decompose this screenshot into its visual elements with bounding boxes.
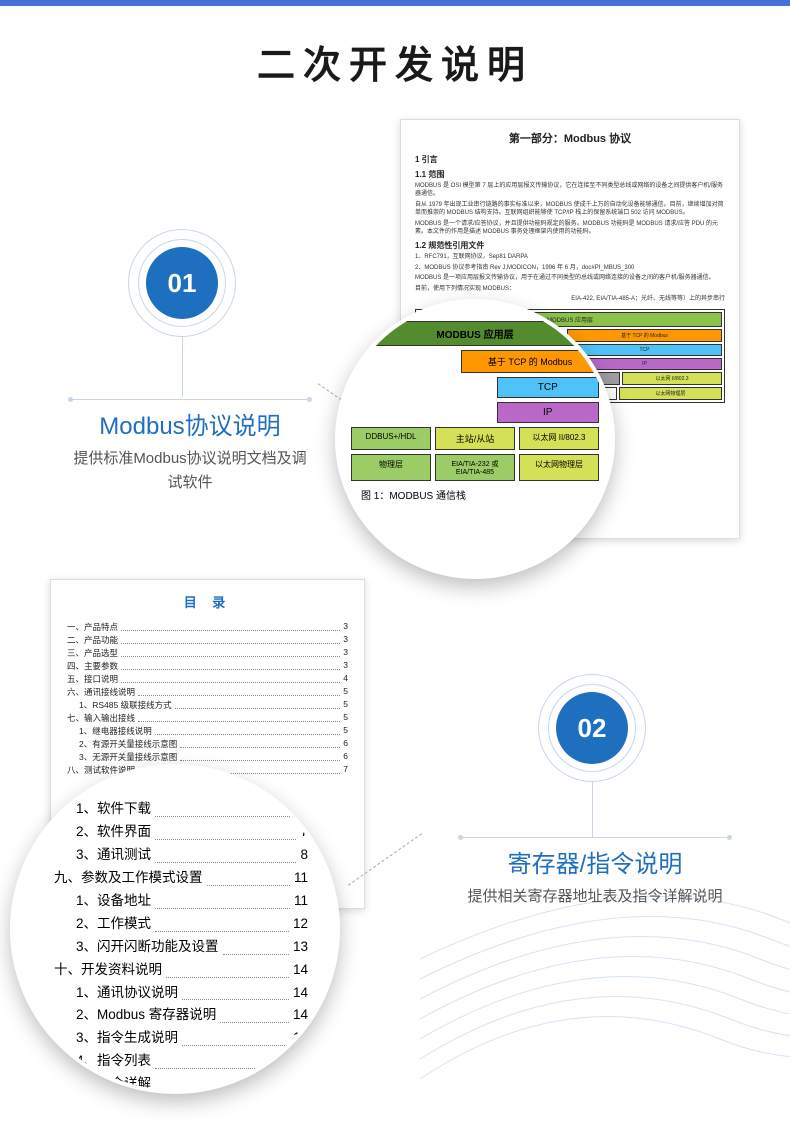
- toc-line: 3、无源开关量接线示意图6: [67, 751, 348, 763]
- doc1-p3: MODBUS 是一个请求/应答协议，并且提供功能码规定的服务。MODBUS 功能…: [415, 220, 725, 237]
- doc1-p2: 自从 1979 年出现工业串行链路的事实标准以来，MODBUS 使成千上万的自动…: [415, 201, 725, 218]
- toc-line-zoom: 十、开发资料说明14: [54, 959, 308, 982]
- magnifier-1: MODBUS 应用层 基于 TCP 的 Modbus TCP IP DDBUS+…: [335, 299, 615, 579]
- toc-line: 1、RS485 级联接线方式5: [67, 699, 348, 711]
- doc1-p1: MODBUS 是 OSI 模型第 7 层上的应用层报文传输协议，它在连接至不同类…: [415, 182, 725, 199]
- doc1-title: 第一部分：Modbus 协议: [415, 130, 725, 146]
- badge-02: 02: [556, 692, 628, 764]
- doc1-ref2: 2．MODBUS 协议参考指南 Rev J,MODICON，1996 年 6 月…: [415, 264, 725, 272]
- decorative-contours: [420, 779, 790, 1119]
- doc1-ref3: MODBUS 是一项应用层报文传输协议，用于在通过不同类型的总线或网络连接的设备…: [415, 274, 725, 282]
- toc-line: 二、产品功能3: [67, 634, 348, 646]
- toc-line: 一、产品特点3: [67, 621, 348, 633]
- section-01: 01 Modbus协议说明 提供标准Modbus协议说明文档及调试软件 第一部分…: [0, 119, 790, 559]
- toc-line: 四、主要参数3: [67, 660, 348, 672]
- doc2-title: 目 录: [67, 592, 348, 611]
- toc-line-zoom: 2、软件界面7: [54, 821, 308, 844]
- section1-title: Modbus协议说明: [70, 399, 310, 441]
- page-title: 二次开发说明: [0, 34, 790, 89]
- m1-hdl: DDBUS+/HDL: [351, 427, 431, 450]
- toc-line-zoom: 2、工作模式12: [54, 913, 308, 936]
- doc1-ref4: 目前，使用下列情况实现 MODBUS：: [415, 285, 725, 293]
- section1-subtitle: 提供标准Modbus协议说明文档及调试软件: [70, 447, 310, 495]
- toc-line-zoom: 1、软件下载7: [54, 798, 308, 821]
- section1-label: Modbus协议说明 提供标准Modbus协议说明文档及调试软件: [70, 399, 310, 495]
- m1-tcpm: 基于 TCP 的 Modbus: [461, 350, 599, 373]
- toc-line-zoom: 5、指令详解17: [54, 1073, 308, 1094]
- m1-eth: 以太网 II/802.3: [519, 427, 599, 450]
- section-02: 目 录 一、产品特点3二、产品功能3三、产品选型3四、主要参数3五、接口说明4六…: [0, 579, 790, 1039]
- toc-line-zoom: 4、指令列表16: [54, 1050, 308, 1073]
- toc-line: 三、产品选型3: [67, 647, 348, 659]
- toc-line: 五、接口说明4: [67, 673, 348, 685]
- m1-master: 主站/从站: [435, 427, 515, 450]
- layer-tcp-s: TCP: [567, 344, 722, 356]
- toc-line-zoom: 1、设备地址11: [54, 890, 308, 913]
- m1-phy: 物理层: [351, 454, 431, 481]
- badge-01: 01: [146, 247, 218, 319]
- doc1-ref1: 1．RFC791，互联网协议，Sep81 DARPA: [415, 253, 725, 261]
- toc-line-zoom: 3、指令生成说明15: [54, 1027, 308, 1050]
- toc-line: 2、有源开关量接线示意图6: [67, 738, 348, 750]
- doc1-h11: 1.1 范围: [415, 169, 725, 180]
- toc-line: 1、继电器接线说明5: [67, 725, 348, 737]
- m1-caption: 图 1：MODBUS 通信栈: [351, 487, 599, 502]
- toc-line-zoom: 3、通讯测试8: [54, 844, 308, 867]
- layer-eth-s: 以太网 II/802.3: [622, 372, 722, 385]
- doc1-h1: 1 引言: [415, 154, 725, 165]
- toc-line-zoom: 2、Modbus 寄存器说明14: [54, 1004, 308, 1027]
- toc-line: 七、输入输出接线5: [67, 712, 348, 724]
- connector-line: [182, 337, 183, 397]
- toc-line: 六、通讯接线说明5: [67, 686, 348, 698]
- magnifier-2: 1、软件下载72、软件界面73、通讯测试8九、参数及工作模式设置111、设备地址…: [10, 764, 340, 1094]
- m1-ip: IP: [497, 402, 599, 423]
- m1-eia: EIA/TIA-232 或 EIA/TIA-485: [435, 454, 515, 481]
- layer-ethphy-s: 以太网物理层: [619, 387, 722, 400]
- toc-list: 一、产品特点3二、产品功能3三、产品选型3四、主要参数3五、接口说明4六、通讯接…: [67, 621, 348, 776]
- top-accent-bar: [0, 0, 790, 6]
- toc-line-zoom: 3、闪开闪断功能及设置13: [54, 936, 308, 959]
- m1-ethphy: 以太网物理层: [519, 454, 599, 481]
- m1-tcp: TCP: [497, 377, 599, 398]
- toc-line-zoom: 1、通讯协议说明14: [54, 982, 308, 1005]
- layer-tcpm-s: 基于 TCP 的 Modbus: [567, 329, 722, 342]
- toc-line-zoom: 九、参数及工作模式设置11: [54, 867, 308, 890]
- doc1-h12: 1.2 规范性引用文件: [415, 240, 725, 251]
